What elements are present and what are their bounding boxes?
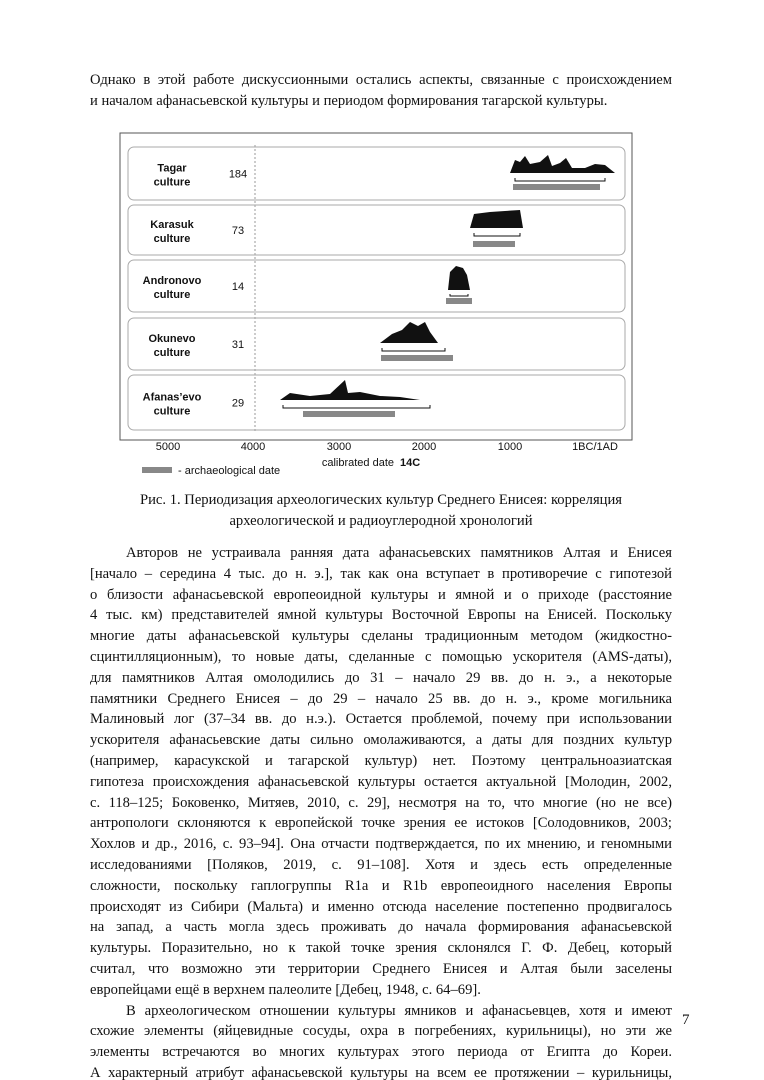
culture-name: Afanas’evo culture xyxy=(143,392,202,418)
distribution xyxy=(510,155,615,173)
body-line: схожие элементы (яйцевидные сосуды, охра… xyxy=(90,1023,672,1040)
body-line: памятники Среднего Енисея – до 29 – нача… xyxy=(90,690,672,707)
x-axis-title: calibrated date xyxy=(322,457,394,469)
archaeological-bars xyxy=(142,184,600,473)
arch-bar xyxy=(473,241,515,247)
body-line: Малиновый лог (37–34 вв. до н.э.). Остае… xyxy=(90,711,672,728)
intro-line: и началом афанасьевской культуры и перио… xyxy=(90,93,608,109)
distribution xyxy=(380,322,438,343)
culture-count: 184 xyxy=(229,169,247,181)
body-line: Авторов не устраивала ранняя дата афанас… xyxy=(126,545,672,561)
silhouettes xyxy=(280,155,615,400)
body-line: о близости афанасьевской европеоидной ку… xyxy=(90,586,672,603)
body-line: с. 118–125; Боковенко, Митяев, 2010, с. … xyxy=(90,794,672,811)
x-tick-label: 5000 xyxy=(156,441,180,453)
body-line: на запад, а часть могла здесь проживать … xyxy=(90,919,672,936)
body-line: происходят из Сибири (Мальта) и именно о… xyxy=(90,898,672,915)
x-tick-label: 4000 xyxy=(241,441,265,453)
panel xyxy=(127,259,626,313)
culture-name: Andronovo culture xyxy=(143,275,202,301)
bracket xyxy=(473,233,521,237)
bracket xyxy=(282,405,431,409)
x-axis-suffix: 14C xyxy=(400,457,420,469)
arch-bar xyxy=(381,355,453,361)
panel xyxy=(127,317,626,371)
body-line: А характерный атрибут афанасьевской куль… xyxy=(90,1065,672,1080)
distribution xyxy=(470,210,523,228)
legend-swatch xyxy=(142,467,172,473)
arch-bar xyxy=(513,184,600,190)
body-line: считал, что возможно эти территории Сред… xyxy=(90,961,672,977)
bracket xyxy=(514,178,606,182)
body-line: для памятников Алтая омолодились до 31 –… xyxy=(90,669,672,686)
page-number: 7 xyxy=(682,1012,690,1028)
culture-count: 14 xyxy=(232,281,244,293)
culture-name: Karasuk culture xyxy=(150,219,194,245)
figure: Tagar culture 184 Karasuk culture 73 Andronovo… xyxy=(119,132,633,477)
arch-bar xyxy=(303,411,395,417)
body-line: 4 тыс. км) представителей ямной культуры… xyxy=(90,607,672,624)
culture-name: Tagar culture xyxy=(154,163,191,189)
caption-line: археологической и радиоуглеродной хронол… xyxy=(229,513,533,529)
caption-line: Рис. 1. Периодизация археологических кул… xyxy=(140,492,622,508)
body-line: антропологи склоняются к европейской точ… xyxy=(90,815,672,832)
body-line: многие даты афанасьевской культуры сдела… xyxy=(90,628,672,645)
body-line: Хохлов и др., 2016, с. 93–94]. Она отчас… xyxy=(90,836,672,853)
distribution xyxy=(280,380,420,400)
x-tick-label: 1BC/1AD xyxy=(572,441,618,453)
body-line: культуры. Поразительно, но к такой точке… xyxy=(90,940,672,957)
brackets xyxy=(282,178,606,409)
distribution xyxy=(448,266,470,290)
culture-count: 73 xyxy=(232,225,244,237)
bracket xyxy=(381,348,446,352)
body-line: В археологическом отношении культуры ямн… xyxy=(126,1002,672,1019)
culture-count: 31 xyxy=(232,339,244,351)
body-line: сцинтилляционным), то новые даты, сделан… xyxy=(90,649,672,665)
legend-label: - archaeological date xyxy=(178,465,280,477)
panel xyxy=(127,146,626,201)
body-line: европейцами ещё в верхнем палеолите [Деб… xyxy=(90,981,481,998)
culture-count: 29 xyxy=(232,398,244,410)
x-tick-label: 3000 xyxy=(327,441,351,453)
panel xyxy=(127,204,626,256)
x-tick-label: 2000 xyxy=(412,441,436,453)
body-line: ускорителя афанасьевские даты сильно омо… xyxy=(90,732,672,749)
body-line: гипотеза происхождения афанасьевской кул… xyxy=(90,773,672,790)
body-line: [начало – середина 4 тыс. до н. э.], так… xyxy=(90,565,672,582)
body-line: (например, карасукской и тагарской культ… xyxy=(90,753,672,769)
culture-name: Okunevo culture xyxy=(148,333,195,359)
figure-frame xyxy=(119,132,633,441)
body-line: исследованиями [Поляков, 2019, с. 91–108… xyxy=(90,857,672,873)
bracket xyxy=(449,294,469,297)
body-line: элементы встречаются во многих культурах… xyxy=(90,1044,672,1061)
arch-bar xyxy=(446,298,472,304)
x-tick-label: 1000 xyxy=(498,441,522,453)
intro-line: Однако в этой работе дискуссионными оста… xyxy=(90,72,672,88)
body-line: сложности, поскольку гаплогруппы R1a и R… xyxy=(90,877,672,894)
panel xyxy=(127,374,626,431)
